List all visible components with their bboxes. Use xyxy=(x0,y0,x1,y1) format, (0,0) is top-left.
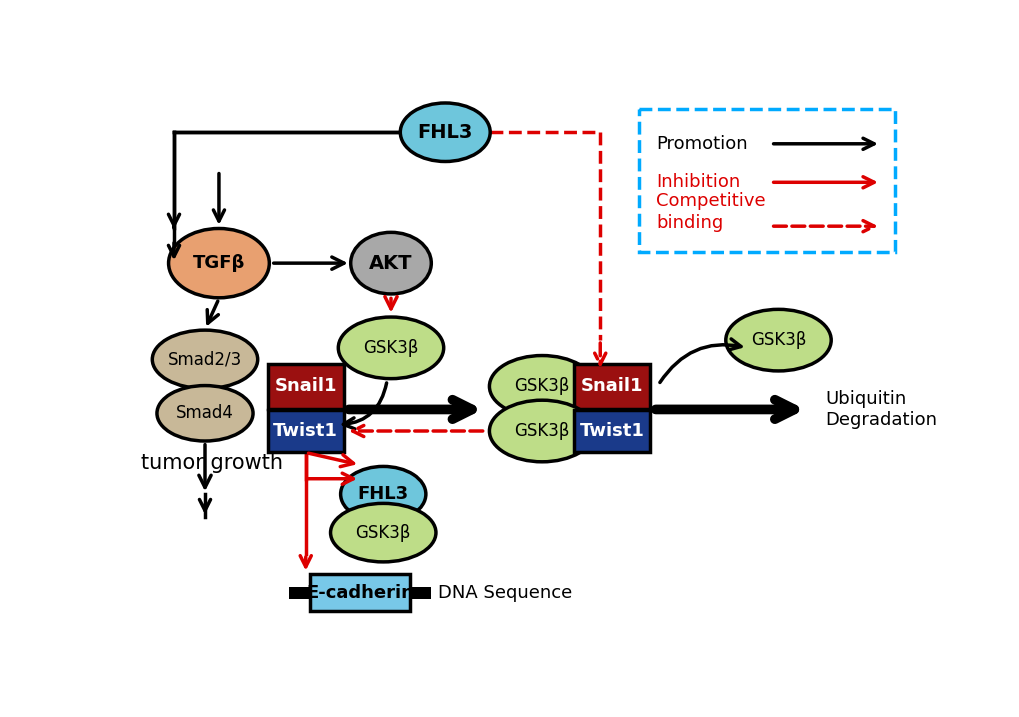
Text: AKT: AKT xyxy=(369,254,413,272)
Text: E-cadherin: E-cadherin xyxy=(306,584,414,602)
Text: DNA Sequence: DNA Sequence xyxy=(438,584,572,602)
Text: Competitive
binding: Competitive binding xyxy=(655,192,765,232)
Ellipse shape xyxy=(340,467,426,522)
Text: FHL3: FHL3 xyxy=(417,123,473,142)
Ellipse shape xyxy=(726,309,830,371)
Bar xyxy=(289,587,310,599)
Bar xyxy=(574,364,649,409)
Ellipse shape xyxy=(168,229,269,298)
Text: Ubiquitin
Degradation: Ubiquitin Degradation xyxy=(824,390,936,429)
Text: Snail1: Snail1 xyxy=(274,377,336,395)
Text: Smad2/3: Smad2/3 xyxy=(168,351,242,369)
Bar xyxy=(410,587,430,599)
Text: Snail1: Snail1 xyxy=(580,377,643,395)
Bar xyxy=(310,574,410,611)
Text: tumor growth: tumor growth xyxy=(142,453,283,473)
Text: Inhibition: Inhibition xyxy=(655,174,740,191)
Text: TGFβ: TGFβ xyxy=(193,254,245,272)
Bar xyxy=(574,410,649,452)
Ellipse shape xyxy=(399,103,490,161)
Ellipse shape xyxy=(489,356,594,417)
Text: Smad4: Smad4 xyxy=(176,404,233,422)
Text: Twist1: Twist1 xyxy=(579,422,644,440)
Ellipse shape xyxy=(330,503,435,562)
Ellipse shape xyxy=(152,330,258,389)
Text: GSK3β: GSK3β xyxy=(514,377,570,395)
Ellipse shape xyxy=(338,317,443,379)
Bar xyxy=(268,364,343,409)
Text: GSK3β: GSK3β xyxy=(750,331,805,349)
Bar xyxy=(268,410,343,452)
FancyBboxPatch shape xyxy=(638,109,894,252)
Ellipse shape xyxy=(351,232,431,294)
Text: Twist1: Twist1 xyxy=(273,422,338,440)
Ellipse shape xyxy=(157,386,253,441)
Text: GSK3β: GSK3β xyxy=(356,523,411,541)
Text: FHL3: FHL3 xyxy=(358,485,409,503)
Text: Promotion: Promotion xyxy=(655,135,747,153)
Text: GSK3β: GSK3β xyxy=(363,339,419,357)
Text: GSK3β: GSK3β xyxy=(514,422,570,440)
Ellipse shape xyxy=(489,400,594,462)
